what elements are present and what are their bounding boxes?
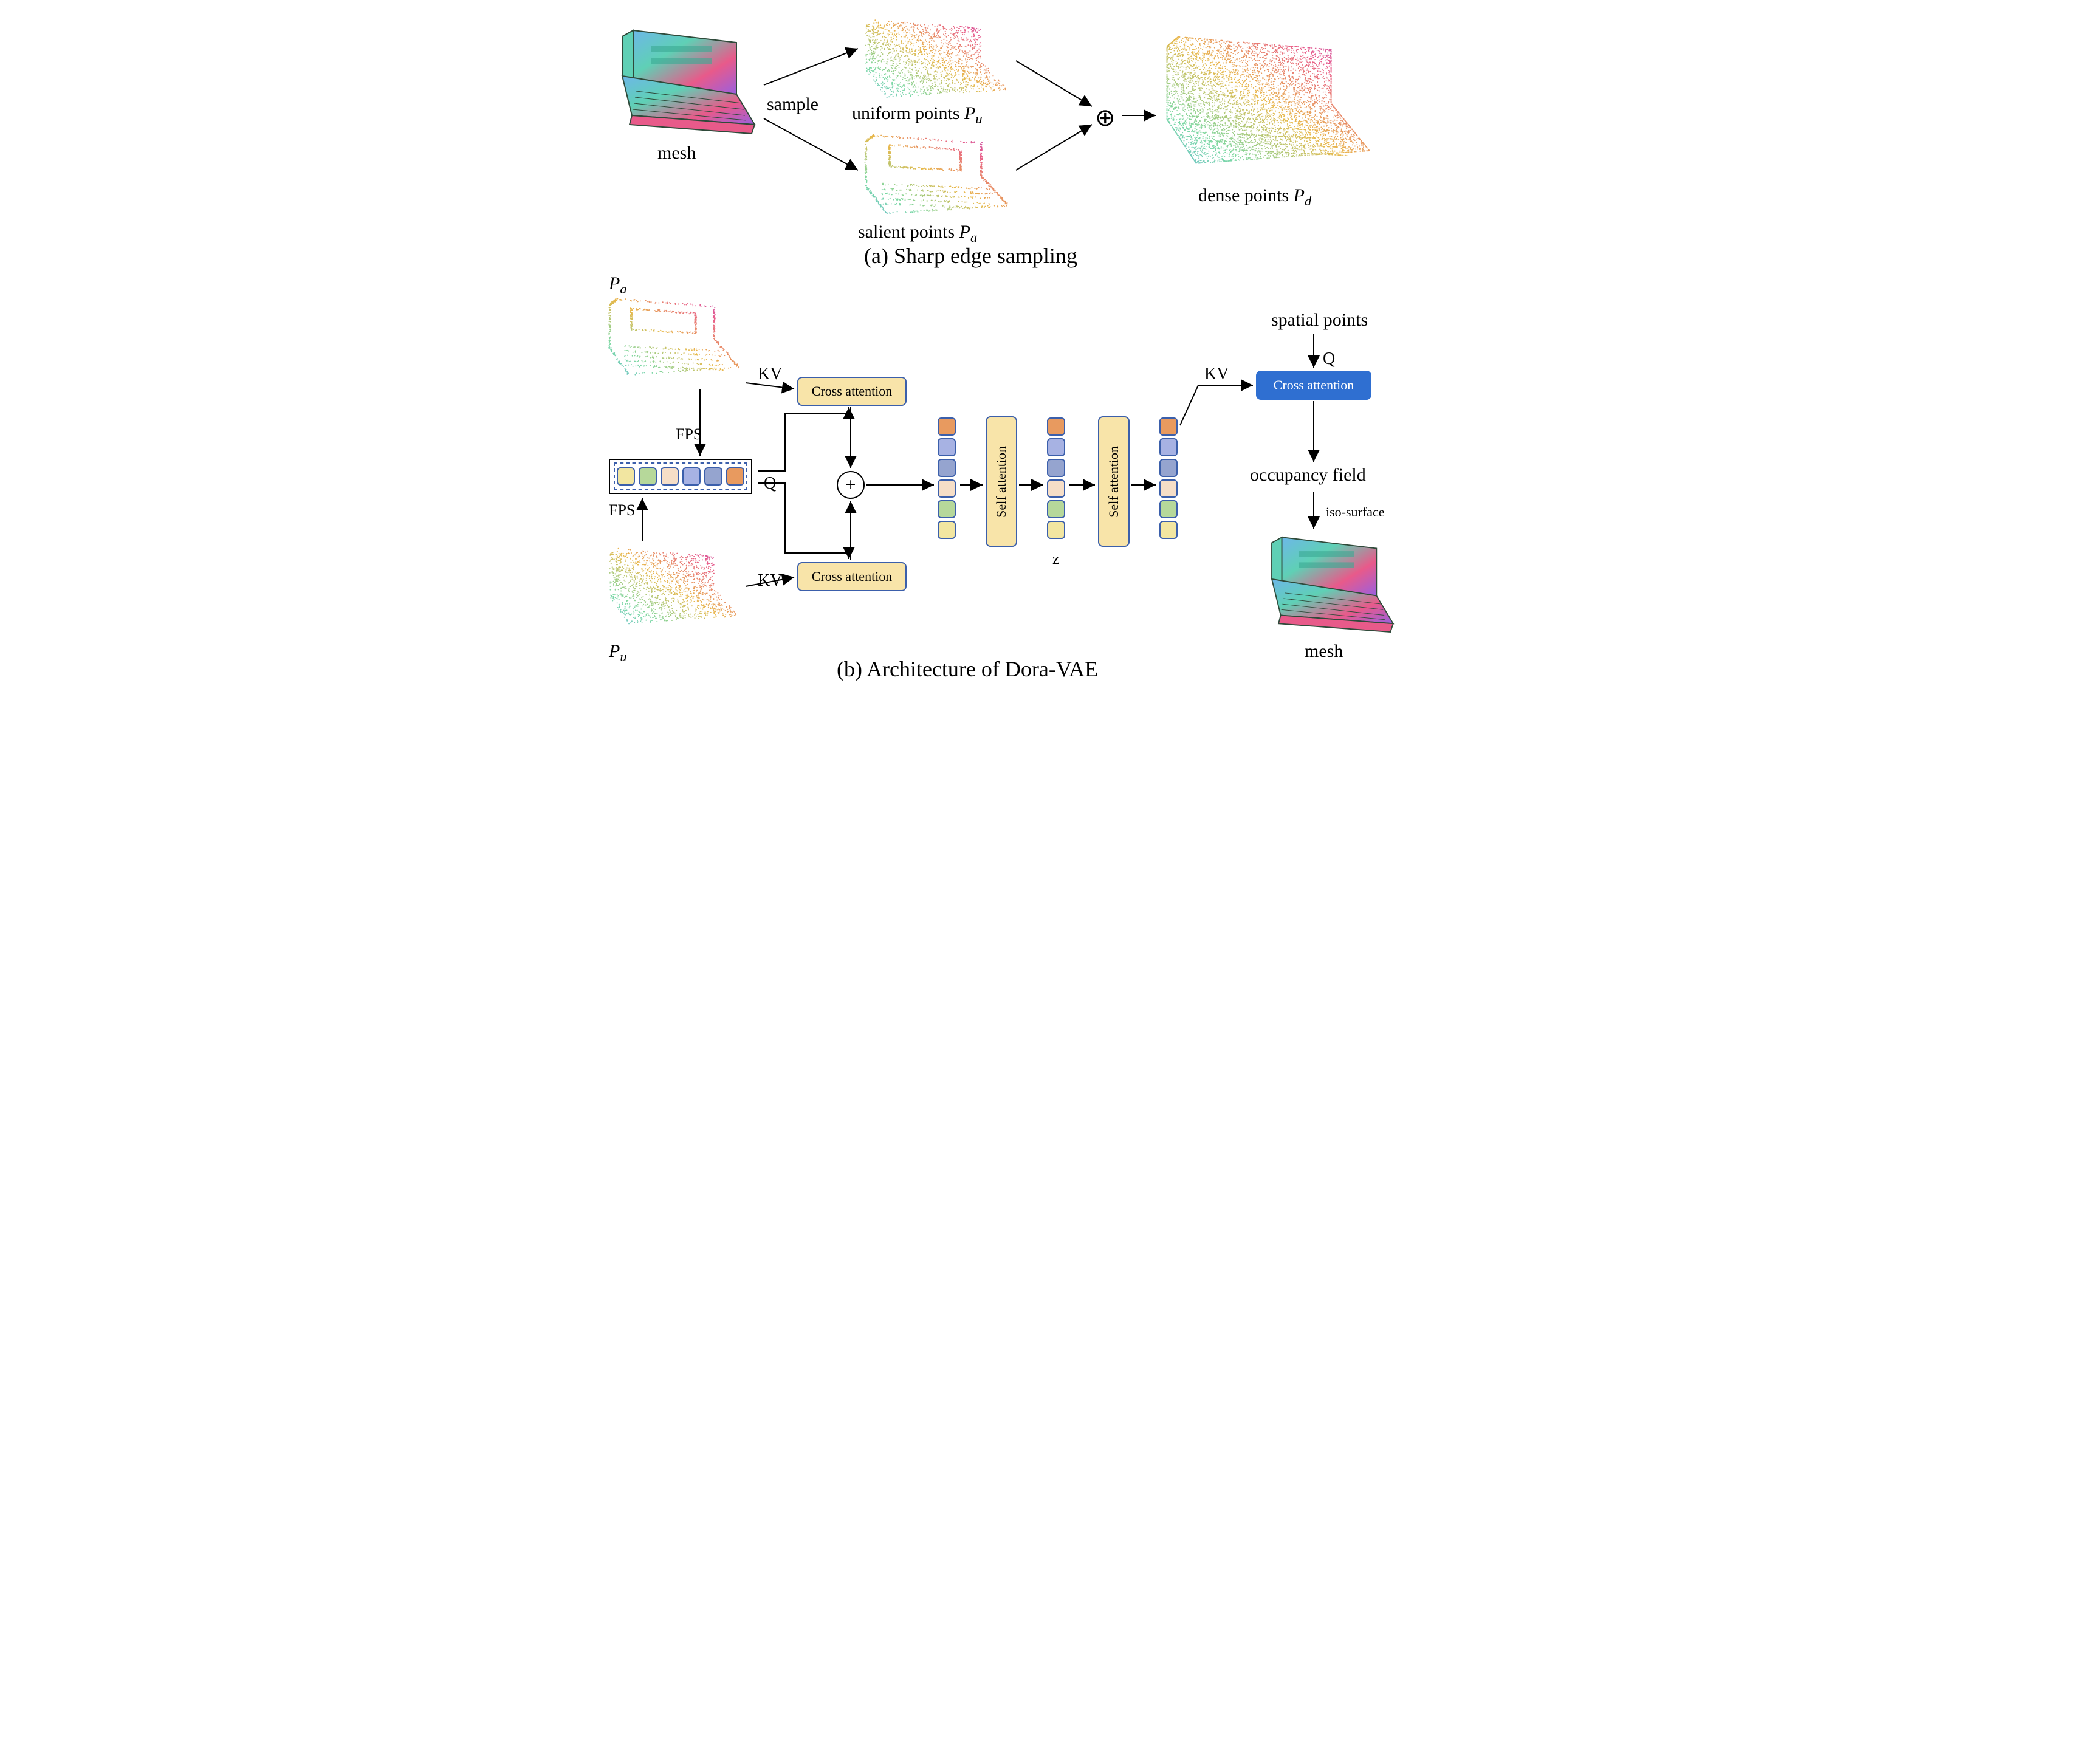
cross-attn-blue: Cross attention (1256, 371, 1371, 400)
token-bluegray (938, 459, 956, 477)
fps-label-top: FPS (676, 425, 702, 444)
salient-label: salient points Pa (858, 222, 977, 245)
token-lavender (938, 438, 956, 456)
cross-attn-bottom: Cross attention (797, 562, 907, 591)
token-col-2 (1046, 416, 1066, 540)
token-yellow (1047, 521, 1065, 539)
kv-top: KV (758, 365, 782, 384)
fps-label-bottom: FPS (609, 501, 635, 520)
z-label: z (1052, 550, 1060, 568)
dense-label: dense points Pd (1198, 185, 1311, 209)
self-attn-2: Self attention (1098, 416, 1130, 547)
q-right: Q (1323, 349, 1335, 369)
token-peach (1159, 479, 1178, 498)
token-orange (1159, 417, 1178, 436)
token-col-1 (937, 416, 956, 540)
uniform-label: uniform points Pu (852, 103, 983, 127)
mesh-output (1265, 532, 1399, 638)
token-yellow (1159, 521, 1178, 539)
caption-a: (a) Sharp edge sampling (864, 243, 1077, 269)
token-peach (661, 467, 679, 486)
combine-op: ⊕ (1095, 103, 1116, 132)
sample-label: sample (767, 94, 818, 115)
pu-label: Pu (609, 641, 627, 665)
q-label-fps: Q (764, 474, 776, 493)
token-yellow (617, 467, 635, 486)
fps-inner (614, 462, 747, 490)
salient-pointcloud (858, 128, 1016, 225)
token-yellow (938, 521, 956, 539)
token-orange (938, 417, 956, 436)
fps-box (609, 459, 752, 494)
kv-bottom: KV (758, 571, 782, 591)
self-attn-1: Self attention (986, 416, 1017, 547)
token-bluegray (1159, 459, 1178, 477)
token-peach (1047, 479, 1065, 498)
token-peach (938, 479, 956, 498)
token-green (938, 500, 956, 518)
uniform-pointcloud (858, 12, 1016, 109)
add-op: + (837, 471, 865, 499)
token-lavender (682, 467, 701, 486)
token-bluegray (704, 467, 722, 486)
iso-surface-label: iso-surface (1326, 504, 1385, 520)
token-orange (726, 467, 744, 486)
token-col-3 (1159, 416, 1178, 540)
caption-b: (b) Architecture of Dora-VAE (837, 656, 1098, 682)
mesh-output-label: mesh (1305, 641, 1343, 662)
mesh-solid-computer (615, 24, 761, 140)
mesh-label: mesh (657, 143, 696, 163)
token-bluegray (1047, 459, 1065, 477)
token-green (1047, 500, 1065, 518)
token-lavender (1159, 438, 1178, 456)
figure-root: mesh sample uniform points Pu salient po… (597, 12, 1503, 721)
kv-right: KV (1204, 365, 1229, 384)
occupancy-field-label: occupancy field (1250, 465, 1366, 486)
token-green (1159, 500, 1178, 518)
token-green (639, 467, 657, 486)
dense-pointcloud (1156, 24, 1381, 182)
pu-pointcloud (603, 541, 746, 635)
pa-pointcloud (603, 292, 746, 386)
token-orange (1047, 417, 1065, 436)
token-lavender (1047, 438, 1065, 456)
spatial-points-label: spatial points (1271, 310, 1368, 331)
cross-attn-top: Cross attention (797, 377, 907, 406)
